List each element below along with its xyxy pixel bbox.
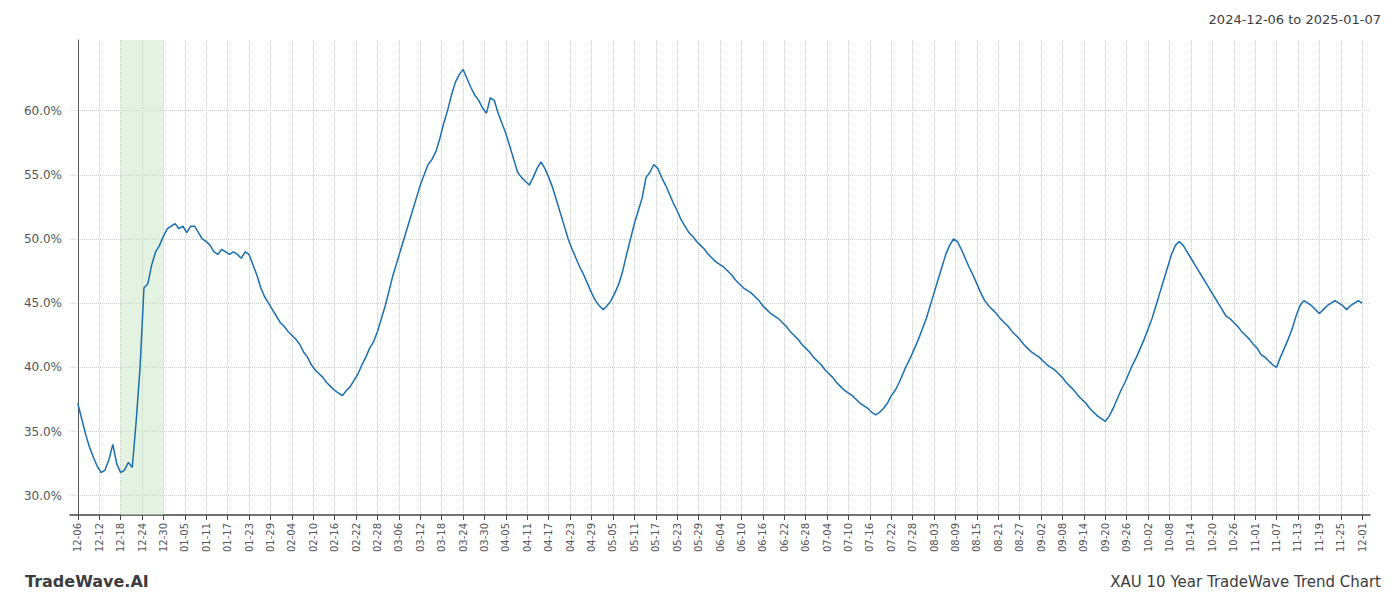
svg-text:10-08: 10-08 [1164,523,1175,552]
svg-text:05-29: 05-29 [693,523,704,552]
svg-text:12-18: 12-18 [115,523,126,552]
svg-text:06-10: 06-10 [736,523,747,552]
svg-text:45.0%: 45.0% [24,296,62,310]
svg-text:06-22: 06-22 [779,523,790,552]
svg-text:11-25: 11-25 [1335,523,1346,552]
svg-text:11-01: 11-01 [1250,523,1261,552]
svg-text:10-14: 10-14 [1185,523,1196,552]
svg-text:09-26: 09-26 [1121,523,1132,552]
svg-text:60.0%: 60.0% [24,104,62,118]
svg-text:03-18: 03-18 [436,523,447,552]
svg-text:05-23: 05-23 [672,523,683,552]
svg-text:07-04: 07-04 [822,523,833,552]
svg-text:02-22: 02-22 [351,523,362,552]
svg-text:02-16: 02-16 [329,523,340,552]
svg-text:05-11: 05-11 [629,523,640,552]
svg-text:09-08: 09-08 [1057,523,1068,552]
svg-text:2024-12-06 to 2025-01-07: 2024-12-06 to 2025-01-07 [1209,12,1381,27]
svg-text:04-05: 04-05 [500,523,511,552]
svg-text:05-17: 05-17 [650,523,661,552]
svg-text:01-29: 01-29 [265,523,276,552]
svg-text:03-12: 03-12 [415,523,426,552]
svg-text:09-20: 09-20 [1100,523,1111,552]
svg-text:07-28: 07-28 [907,523,918,552]
svg-text:04-29: 04-29 [586,523,597,552]
svg-text:02-04: 02-04 [286,523,297,552]
svg-text:03-24: 03-24 [458,523,469,552]
svg-text:12-06: 12-06 [72,523,83,552]
svg-text:08-03: 08-03 [929,523,940,552]
svg-text:01-11: 01-11 [201,523,212,552]
svg-text:11-07: 11-07 [1271,523,1282,552]
svg-text:30.0%: 30.0% [24,489,62,503]
svg-text:08-15: 08-15 [971,523,982,552]
svg-text:10-02: 10-02 [1143,523,1154,552]
svg-text:07-22: 07-22 [886,523,897,552]
svg-text:06-04: 06-04 [715,523,726,552]
svg-text:12-24: 12-24 [137,523,148,552]
svg-text:XAU 10 Year TradeWave Trend Ch: XAU 10 Year TradeWave Trend Chart [1110,573,1381,591]
svg-text:09-14: 09-14 [1078,523,1089,552]
svg-text:06-16: 06-16 [757,523,768,552]
svg-text:08-21: 08-21 [993,523,1004,552]
svg-text:03-30: 03-30 [479,523,490,552]
svg-text:04-23: 04-23 [565,523,576,552]
svg-text:01-23: 01-23 [244,523,255,552]
svg-text:TradeWave.AI: TradeWave.AI [25,572,149,591]
svg-text:07-16: 07-16 [864,523,875,552]
svg-text:01-05: 01-05 [179,523,190,552]
svg-text:35.0%: 35.0% [24,425,62,439]
svg-text:06-28: 06-28 [800,523,811,552]
svg-text:09-02: 09-02 [1036,523,1047,552]
svg-text:10-26: 10-26 [1228,523,1239,552]
svg-text:12-12: 12-12 [94,523,105,552]
svg-text:50.0%: 50.0% [24,232,62,246]
svg-text:05-05: 05-05 [607,523,618,552]
svg-text:03-06: 03-06 [393,523,404,552]
svg-text:10-20: 10-20 [1207,523,1218,552]
svg-text:08-09: 08-09 [950,523,961,552]
svg-text:40.0%: 40.0% [24,360,62,374]
svg-text:02-28: 02-28 [372,523,383,552]
svg-text:55.0%: 55.0% [24,168,62,182]
svg-text:02-10: 02-10 [308,523,319,552]
svg-text:01-17: 01-17 [222,523,233,552]
svg-text:11-13: 11-13 [1292,523,1303,552]
svg-text:07-10: 07-10 [843,523,854,552]
svg-text:12-01: 12-01 [1357,523,1368,552]
svg-text:12-30: 12-30 [158,523,169,552]
svg-text:11-19: 11-19 [1314,523,1325,552]
svg-text:08-27: 08-27 [1014,523,1025,552]
svg-text:04-11: 04-11 [522,523,533,552]
svg-text:04-17: 04-17 [543,523,554,552]
